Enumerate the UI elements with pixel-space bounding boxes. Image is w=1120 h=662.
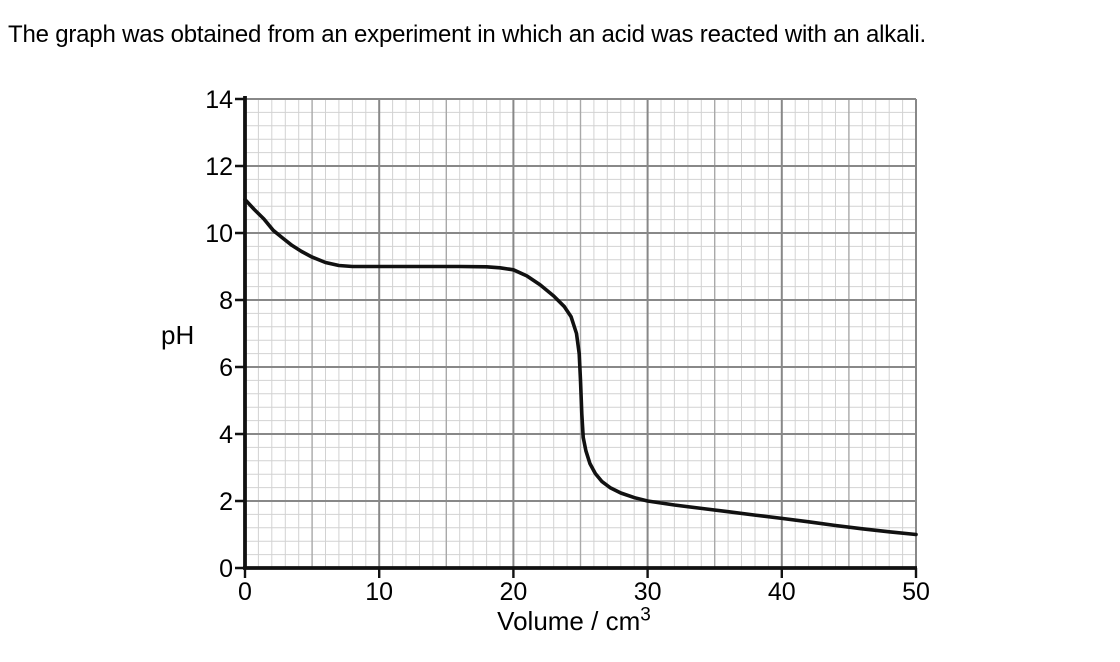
y-tick-label-2: 2 [219,488,233,516]
x-axis-title-text: Volume / cm [497,606,641,636]
x-tick-label-50: 50 [902,578,930,606]
major-grid-lines [245,98,917,568]
y-tick-label-8: 8 [219,287,233,315]
y-tick-label-6: 6 [219,354,233,382]
x-tick-label-10: 10 [365,578,393,606]
titration-curve [243,197,918,537]
y-tick-label-10: 10 [205,220,233,248]
axis-lines [243,96,917,570]
y-axis-title: pH [161,320,195,350]
y-tick-label-4: 4 [219,421,233,449]
y-tick-label-0: 0 [219,555,233,583]
y-tick-label-12: 12 [205,153,233,181]
medium-grid-lines [311,99,850,568]
x-axis-title-sup: 3 [640,604,651,626]
tick-marks [235,97,918,578]
y-tick-label-14: 14 [205,86,233,114]
x-tick-label-30: 30 [634,578,662,606]
x-tick-label-0: 0 [238,578,252,606]
x-tick-label-40: 40 [768,578,796,606]
page-title: The graph was obtained from an experimen… [8,21,926,48]
x-axis-title: Volume / cm3 [238,604,910,637]
x-tick-label-20: 20 [499,578,527,606]
